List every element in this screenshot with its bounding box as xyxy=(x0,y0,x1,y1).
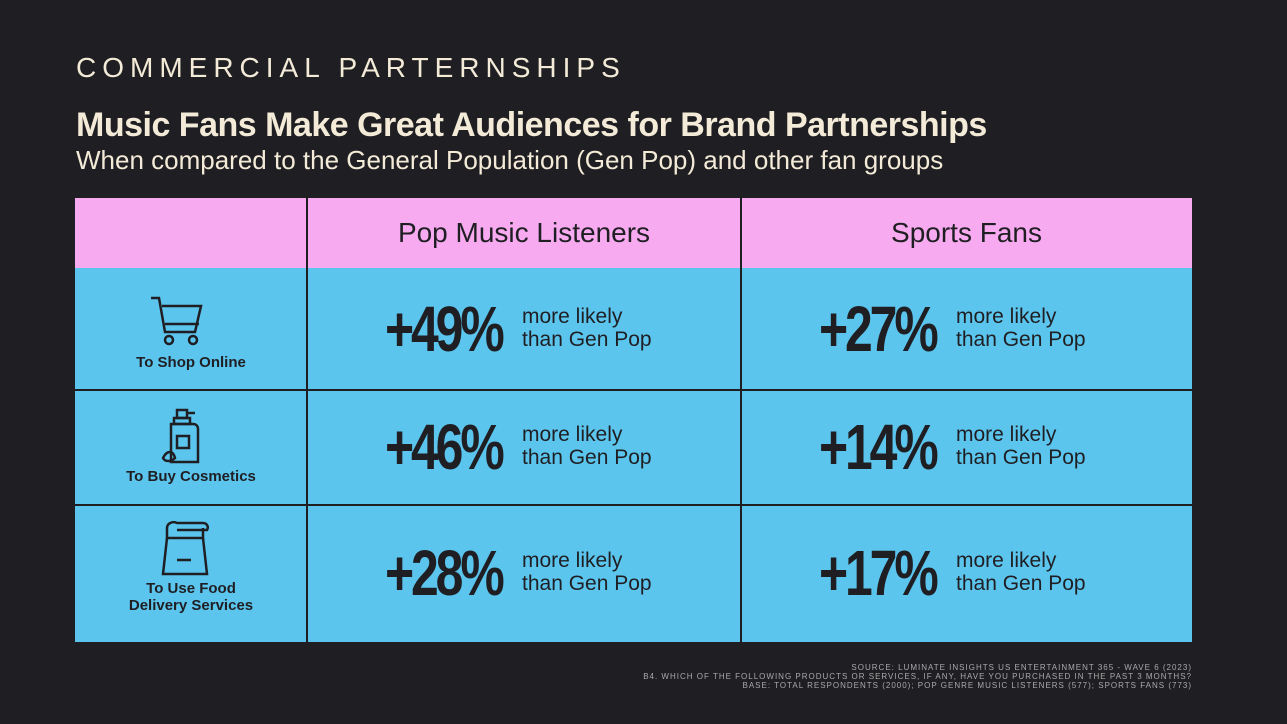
divider xyxy=(740,198,742,642)
divider xyxy=(75,389,1192,391)
label-line: To Shop Online xyxy=(136,354,246,371)
note-line: than Gen Pop xyxy=(522,572,652,595)
cosmetics-icon xyxy=(161,408,200,464)
stat-value: +46% xyxy=(385,411,505,483)
source-line: SOURCE: LUMINATE INSIGHTS US ENTERTAINME… xyxy=(851,663,1192,672)
stat-value: +27% xyxy=(819,293,939,365)
eyebrow: COMMERCIAL PARTERNSHIPS xyxy=(76,52,626,83)
stat-note: more likely than Gen Pop xyxy=(956,549,1086,595)
stat-note: more likely than Gen Pop xyxy=(522,549,652,595)
stat-value: +49% xyxy=(385,293,505,365)
note-line: more likely xyxy=(522,423,623,446)
table: Pop Music Listeners Sports Fans To Shop … xyxy=(75,198,1192,642)
header-cell: Pop Music Listeners xyxy=(307,198,741,268)
title: Music Fans Make Great Audiences for Bran… xyxy=(76,106,987,144)
note-line: more likely xyxy=(956,305,1057,328)
footer: SOURCE: LUMINATE INSIGHTS US ENTERTAINME… xyxy=(643,663,1192,690)
note-line: than Gen Pop xyxy=(956,446,1086,469)
stat-value: +17% xyxy=(819,537,939,609)
stat-value: +28% xyxy=(385,537,505,609)
subtitle: When compared to the General Population … xyxy=(76,145,944,175)
header-cell: Sports Fans xyxy=(741,198,1192,268)
label-line: To Buy Cosmetics xyxy=(126,468,256,485)
note-line: than Gen Pop xyxy=(522,328,652,351)
note-line: more likely xyxy=(522,305,623,328)
divider xyxy=(75,504,1192,506)
stat-note: more likely than Gen Pop xyxy=(522,423,652,469)
stat-note: more likely than Gen Pop xyxy=(956,423,1086,469)
stat-note: more likely than Gen Pop xyxy=(956,305,1086,351)
label-line: Delivery Services xyxy=(128,597,254,614)
row-label: To Use Food Delivery Services xyxy=(75,580,307,614)
row-label: To Shop Online xyxy=(75,354,307,371)
cart-icon xyxy=(151,296,203,346)
header-cell xyxy=(75,198,307,268)
source-line: BASE: TOTAL RESPONDENTS (2000); POP GENR… xyxy=(742,681,1192,690)
source-line: B4. WHICH OF THE FOLLOWING PRODUCTS OR S… xyxy=(643,672,1192,681)
column-header: Sports Fans xyxy=(891,217,1042,248)
note-line: than Gen Pop xyxy=(522,446,652,469)
column-header: Pop Music Listeners xyxy=(397,217,651,248)
note-line: than Gen Pop xyxy=(956,328,1086,351)
label-line: To Use Food xyxy=(146,580,236,597)
note-line: more likely xyxy=(956,423,1057,446)
note-line: more likely xyxy=(956,549,1057,572)
stat-value: +14% xyxy=(819,411,939,483)
divider xyxy=(306,198,308,642)
delivery-bag-icon xyxy=(161,520,210,576)
stat-note: more likely than Gen Pop xyxy=(522,305,652,351)
note-line: than Gen Pop xyxy=(956,572,1086,595)
row-label: To Buy Cosmetics xyxy=(75,468,307,485)
note-line: more likely xyxy=(522,549,623,572)
